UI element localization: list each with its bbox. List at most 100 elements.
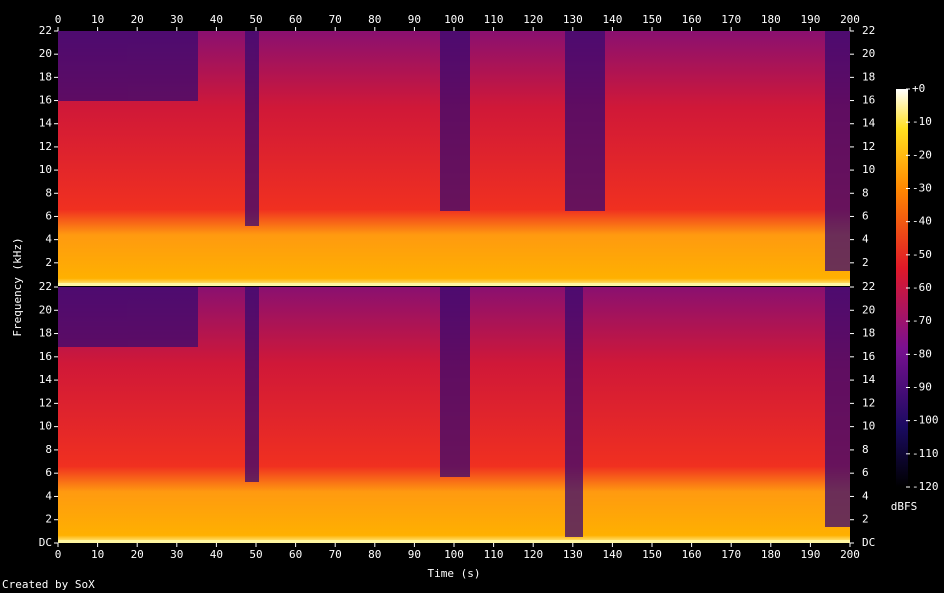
y-tick-label: 20: [39, 303, 52, 316]
x-tick-label: 170: [721, 13, 741, 26]
x-tick-label: 30: [170, 548, 183, 561]
y-tick-label: 2: [45, 513, 52, 526]
x-tick-label: 80: [368, 548, 381, 561]
colorbar-tick-label: -40: [912, 215, 932, 228]
y-tick-label: 2: [862, 513, 869, 526]
y-tick-label: 2: [862, 256, 869, 269]
x-tick-label: 40: [210, 548, 223, 561]
x-tick-label: 130: [563, 13, 583, 26]
y-tick-label: 16: [862, 350, 875, 363]
y-tick-label: 6: [862, 209, 869, 222]
y-tick-label: 8: [45, 186, 52, 199]
y-axis-label: Frequency (kHz): [11, 237, 24, 336]
x-tick-label: 0: [55, 13, 62, 26]
x-axis-label: Time (s): [428, 567, 481, 580]
x-tick-label: 150: [642, 13, 662, 26]
x-tick-label: 160: [682, 13, 702, 26]
colorbar-tick-label: +0: [912, 82, 925, 95]
x-tick-label: 110: [484, 548, 504, 561]
y-tick-label: 10: [862, 420, 875, 433]
x-tick-label: 130: [563, 548, 583, 561]
y-tick-label: 12: [862, 396, 875, 409]
y-tick-label: DC: [862, 536, 875, 549]
x-tick-label: 20: [131, 548, 144, 561]
x-tick-label: 0: [55, 548, 62, 561]
x-tick-label: 70: [329, 548, 342, 561]
spectrogram-image: [58, 31, 850, 543]
y-tick-label: 18: [862, 70, 875, 83]
footer: Created by SoX: [2, 578, 95, 591]
y-tick-label: 10: [862, 163, 875, 176]
x-tick-label: 190: [800, 13, 820, 26]
y-tick-label: 16: [39, 94, 52, 107]
x-tick-label: 140: [602, 13, 622, 26]
y-tick-label: 12: [862, 140, 875, 153]
y-tick-label: 18: [39, 327, 52, 340]
y-tick-label: 4: [862, 489, 869, 502]
y-tick-label: 18: [862, 327, 875, 340]
x-tick-label: 200: [840, 548, 860, 561]
x-tick-label: 180: [761, 548, 781, 561]
colorbar-tick-label: -60: [912, 281, 932, 294]
y-tick-label: 22: [39, 280, 52, 293]
y-tick-label: 4: [862, 233, 869, 246]
y-tick-label: 16: [39, 350, 52, 363]
x-tick-label: 180: [761, 13, 781, 26]
x-tick-label: 100: [444, 548, 464, 561]
x-tick-label: 90: [408, 548, 421, 561]
x-tick-label: 160: [682, 548, 702, 561]
x-tick-label: 80: [368, 13, 381, 26]
x-tick-label: 50: [249, 13, 262, 26]
x-tick-label: 40: [210, 13, 223, 26]
colorbar-tick-label: -30: [912, 182, 932, 195]
colorbar-tick-label: -120: [912, 480, 939, 493]
colorbar-tick-label: -10: [912, 115, 932, 128]
y-tick-label: 12: [39, 396, 52, 409]
y-tick-label: 8: [45, 443, 52, 456]
x-tick-label: 170: [721, 548, 741, 561]
colorbar: [896, 89, 908, 487]
y-tick-label: 22: [862, 24, 875, 37]
y-tick-label: 14: [862, 373, 876, 386]
x-tick-label: 110: [484, 13, 504, 26]
y-tick-label: 4: [45, 233, 52, 246]
y-tick-label: 8: [862, 186, 869, 199]
colorbar-tick-label: -110: [912, 447, 939, 460]
x-tick-label: 200: [840, 13, 860, 26]
y-tick-label: 14: [862, 117, 876, 130]
colorbar-tick-label: -50: [912, 248, 932, 261]
y-tick-label: DC: [39, 536, 52, 549]
y-tick-label: 20: [862, 303, 875, 316]
y-tick-label: 10: [39, 163, 52, 176]
y-tick-label: 22: [862, 280, 875, 293]
y-tick-label: 20: [39, 47, 52, 60]
y-tick-label: 16: [862, 94, 875, 107]
x-tick-label: 70: [329, 13, 342, 26]
x-tick-label: 10: [91, 13, 104, 26]
x-tick-label: 140: [602, 548, 622, 561]
colorbar-tick-label: -20: [912, 148, 932, 161]
colorbar-tick-label: -70: [912, 314, 932, 327]
x-tick-label: 120: [523, 13, 543, 26]
y-tick-label: 18: [39, 70, 52, 83]
y-tick-label: 14: [39, 117, 53, 130]
x-tick-label: 120: [523, 548, 543, 561]
colorbar-tick-label: -80: [912, 347, 932, 360]
x-tick-label: 60: [289, 13, 302, 26]
y-tick-label: 4: [45, 489, 52, 502]
y-tick-label: 22: [39, 24, 52, 37]
x-tick-label: 20: [131, 13, 144, 26]
x-tick-label: 10: [91, 548, 104, 561]
y-tick-label: 8: [862, 443, 869, 456]
x-tick-label: 50: [249, 548, 262, 561]
x-tick-label: 190: [800, 548, 820, 561]
y-tick-label: 14: [39, 373, 53, 386]
y-tick-label: 6: [45, 466, 52, 479]
x-tick-label: 30: [170, 13, 183, 26]
y-tick-label: 20: [862, 47, 875, 60]
y-tick-label: 12: [39, 140, 52, 153]
x-tick-label: 100: [444, 13, 464, 26]
y-tick-label: 10: [39, 420, 52, 433]
x-tick-label: 90: [408, 13, 421, 26]
